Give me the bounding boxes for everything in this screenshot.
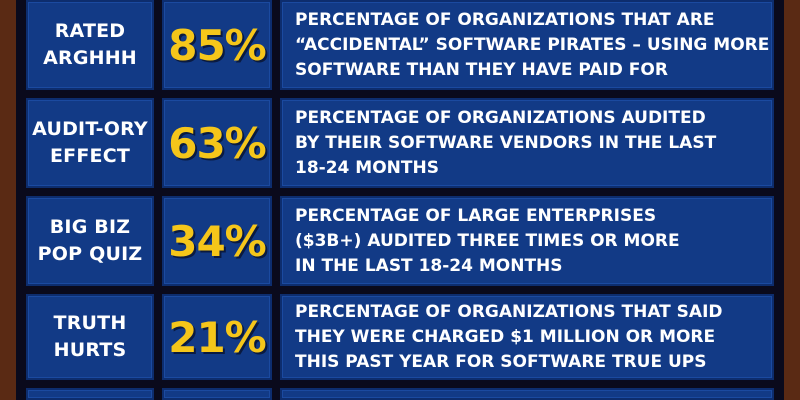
category-cell-truth-hurts: TRUTH HURTS: [26, 294, 154, 380]
stat-value: 85%: [168, 20, 267, 70]
jeopardy-board: RATED ARGHHH 85% PERCENTAGE OF ORGANIZAT…: [16, 0, 784, 400]
description-cell-row-1: PERCENTAGE OF ORGANIZATIONS THAT ARE “AC…: [280, 0, 774, 90]
description-line: IN THE LAST 18-24 MONTHS: [295, 255, 563, 276]
description-line: PERCENTAGE OF ORGANIZATIONS THAT ARE: [295, 9, 715, 30]
category-line: RATED: [54, 20, 126, 42]
description-line: PERCENTAGE OF LARGE ENTERPRISES: [295, 205, 657, 226]
category-line: HURTS: [53, 339, 127, 361]
category-cell-big-biz-pop-quiz: BIG BIZ POP QUIZ: [26, 196, 154, 286]
category-line: ARGHHH: [43, 47, 137, 69]
value-cell-63: 63%: [162, 98, 272, 188]
description-line: “ACCIDENTAL” SOFTWARE PIRATES – USING MO…: [295, 34, 770, 55]
category-cell-partial: [26, 388, 154, 400]
category-line: TRUTH: [53, 312, 127, 334]
stat-value: 63%: [168, 118, 267, 168]
description-cell-row-4: PERCENTAGE OF ORGANIZATIONS THAT SAID TH…: [280, 294, 774, 380]
description-line: 18-24 MONTHS: [295, 157, 439, 178]
category-cell-rated-arghhh: RATED ARGHHH: [26, 0, 154, 90]
stat-value: 21%: [168, 312, 267, 362]
description-line: PERCENTAGE OF ORGANIZATIONS THAT SAID: [295, 301, 723, 322]
description-cell-row-2: PERCENTAGE OF ORGANIZATIONS AUDITED BY T…: [280, 98, 774, 188]
category-cell-audit-ory-effect: AUDIT-ORY EFFECT: [26, 98, 154, 188]
description-line: PERCENTAGE OF ORGANIZATIONS AUDITED: [295, 107, 706, 128]
value-cell-85: 85%: [162, 0, 272, 90]
description-line: SOFTWARE THAN THEY HAVE PAID FOR: [295, 59, 668, 80]
description-cell-row-3: PERCENTAGE OF LARGE ENTERPRISES ($3B+) A…: [280, 196, 774, 286]
description-cell-partial: [280, 388, 774, 400]
value-cell-34: 34%: [162, 196, 272, 286]
value-cell-21: 21%: [162, 294, 272, 380]
category-line: BIG BIZ: [49, 216, 131, 238]
description-line: ($3B+) AUDITED THREE TIMES OR MORE: [295, 230, 680, 251]
description-line: THEY WERE CHARGED $1 MILLION OR MORE: [295, 326, 716, 347]
description-line: THIS PAST YEAR FOR SOFTWARE TRUE UPS: [295, 351, 707, 372]
category-line: POP QUIZ: [37, 243, 143, 265]
category-line: AUDIT-ORY: [32, 118, 148, 140]
stat-value: 34%: [168, 216, 267, 266]
value-cell-partial: [162, 388, 272, 400]
description-line: BY THEIR SOFTWARE VENDORS IN THE LAST: [295, 132, 717, 153]
category-line: EFFECT: [49, 145, 131, 167]
